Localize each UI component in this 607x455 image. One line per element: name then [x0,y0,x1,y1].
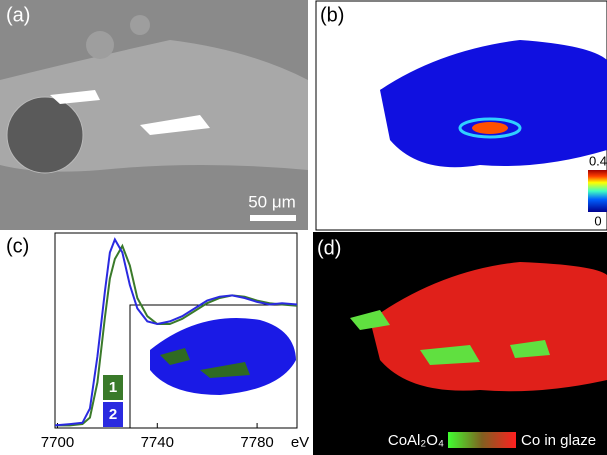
colorbar-tick: 0 [594,213,601,228]
panel-label: (a) [6,4,30,26]
panel-label: (d) [317,237,341,259]
legend-label: 2 [109,406,117,423]
x-axis-label: eV [291,434,309,451]
x-tick-label: 7780 [240,434,273,451]
scale-bar-label: 50 μm [248,192,296,211]
panel-label: (b) [320,4,344,26]
legend-label: 1 [109,379,117,396]
colorbar-tick: 0.4 [589,153,607,168]
x-tick-label: 7740 [141,434,174,451]
map-d [313,232,607,455]
legend-label: CoAl₂O₄ [388,432,444,449]
map-b [316,1,607,230]
figure: (a) 50 μm (b) 0.4 0 (c) 7700 7740 7780 eV 1 2… [0,0,607,455]
legend-label: Co in glaze [521,432,596,449]
panel-label: (c) [6,235,29,257]
x-tick-label: 7700 [41,434,74,451]
